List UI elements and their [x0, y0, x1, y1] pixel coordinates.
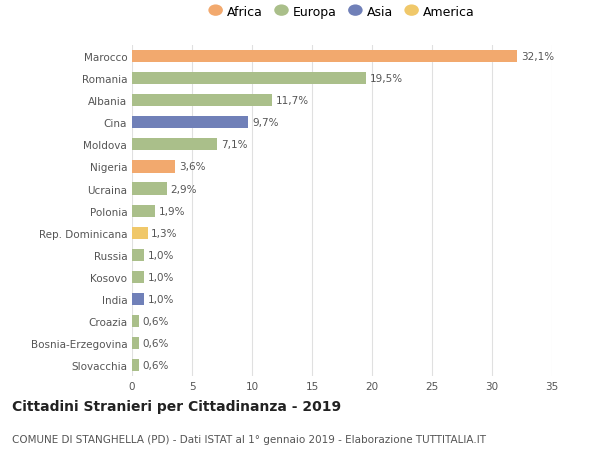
- Bar: [132, 95, 272, 107]
- Bar: [132, 359, 139, 371]
- Bar: [132, 139, 217, 151]
- Bar: [132, 271, 144, 283]
- Bar: [132, 337, 139, 349]
- Bar: [132, 227, 148, 239]
- Bar: [132, 117, 248, 129]
- Text: COMUNE DI STANGHELLA (PD) - Dati ISTAT al 1° gennaio 2019 - Elaborazione TUTTITA: COMUNE DI STANGHELLA (PD) - Dati ISTAT a…: [12, 434, 486, 444]
- Text: Cittadini Stranieri per Cittadinanza - 2019: Cittadini Stranieri per Cittadinanza - 2…: [12, 399, 341, 413]
- Bar: [132, 183, 167, 195]
- Bar: [132, 161, 175, 173]
- Text: 3,6%: 3,6%: [179, 162, 205, 172]
- Legend: Africa, Europa, Asia, America: Africa, Europa, Asia, America: [209, 6, 475, 19]
- Text: 2,9%: 2,9%: [170, 184, 197, 194]
- Text: 1,0%: 1,0%: [148, 294, 174, 304]
- Bar: [132, 293, 144, 305]
- Text: 32,1%: 32,1%: [521, 52, 554, 62]
- Text: 0,6%: 0,6%: [143, 316, 169, 326]
- Bar: [132, 51, 517, 63]
- Bar: [132, 315, 139, 327]
- Text: 1,0%: 1,0%: [148, 250, 174, 260]
- Text: 0,6%: 0,6%: [143, 360, 169, 370]
- Text: 7,1%: 7,1%: [221, 140, 247, 150]
- Bar: [132, 73, 366, 85]
- Text: 0,6%: 0,6%: [143, 338, 169, 348]
- Bar: [132, 205, 155, 217]
- Text: 1,9%: 1,9%: [158, 206, 185, 216]
- Bar: [132, 249, 144, 261]
- Text: 19,5%: 19,5%: [370, 74, 403, 84]
- Text: 11,7%: 11,7%: [276, 96, 309, 106]
- Text: 1,0%: 1,0%: [148, 272, 174, 282]
- Text: 1,3%: 1,3%: [151, 228, 178, 238]
- Text: 9,7%: 9,7%: [252, 118, 278, 128]
